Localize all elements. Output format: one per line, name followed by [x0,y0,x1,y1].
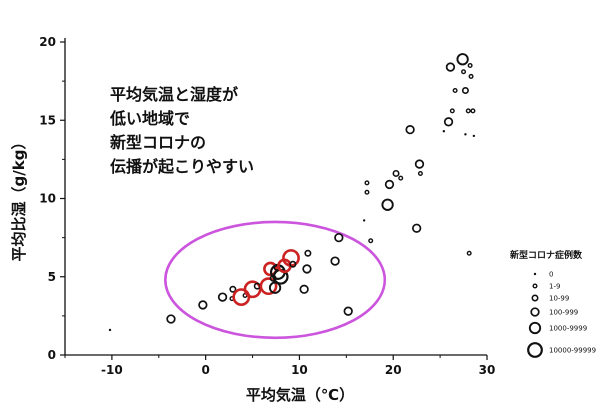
annotation-line: 新型コロナの [110,133,206,152]
y-tick-label: 20 [39,35,56,49]
data-point [229,285,237,293]
data-point [445,62,456,72]
legend-marker [533,272,537,276]
legend-layer: 新型コロナ症例数 0 1-9 10-99 100-999 1000-9999 10000-9… [510,249,596,358]
legend-title: 新型コロナ症例数 [510,249,583,261]
data-point [461,87,469,95]
legend-marker [530,307,540,317]
data-point [268,281,282,294]
x-tick-label: 20 [385,363,402,377]
annotation-line: 低い地域で [109,109,190,128]
annotation-line: 平均気温と湿度が [110,85,238,104]
data-point [467,62,473,68]
legend-marker [527,342,543,358]
data-point [456,53,469,66]
data-point [417,170,423,176]
highlight-ellipse [164,220,387,340]
data-point [464,133,467,136]
highlight-point [243,280,262,299]
data-point [381,198,394,211]
data-point [392,169,400,177]
data-point [466,250,472,256]
axes-layer: -10 0 10 20 30 0 5 10 15 20 [39,35,495,377]
data-point [299,284,309,294]
data-point [412,223,422,233]
data-point [166,314,176,324]
data-point [364,180,370,186]
data-point [414,159,425,169]
data-point [217,292,228,302]
data-point [405,124,415,135]
data-point [461,69,467,75]
data-point [364,189,370,195]
legend-label: 100-999 [549,309,578,317]
data-point [470,108,476,114]
x-tick-label: 0 [201,363,209,377]
data-point [398,175,404,181]
y-tick-label: 15 [39,113,56,127]
data-point [452,88,458,94]
data-point [304,249,312,257]
data-point [108,328,112,332]
data-point [449,108,455,114]
y-tick-label: 5 [48,270,56,284]
data-point [384,179,395,190]
x-tick-label: 10 [291,363,308,377]
y-tick-label: 10 [39,192,56,206]
data-point [198,300,208,310]
data-point [289,260,297,268]
points-layer [108,53,476,332]
data-point [302,264,312,274]
x-tick-label: 30 [479,363,496,377]
annotation-line: 伝播が起こりやすい [110,157,254,176]
data-point [465,108,471,114]
legend-label: 10-99 [549,295,569,303]
legend-marker [531,294,539,302]
y-axis-title: 平均比湿（g/kg） [10,135,28,262]
data-point [368,238,374,244]
legend-label: 0 [549,271,553,279]
data-point [468,73,474,79]
highlight-point [259,277,278,296]
x-tick-label: -10 [101,363,123,377]
legend-label: 10000-99999 [549,347,596,355]
legend-label: 1000-9999 [549,325,587,333]
legend-label: 1-9 [549,283,560,291]
data-point [330,256,340,266]
data-point [343,306,353,316]
data-point [443,117,454,127]
legend-marker [532,283,538,289]
legend-marker [528,321,542,335]
y-tick-label: 0 [48,348,56,362]
x-axis-title: 平均気温（℃） [246,386,354,404]
highlight-region-layer [164,220,387,340]
data-point [472,134,476,138]
data-point [442,130,446,133]
data-point [334,232,344,243]
data-point [362,219,366,222]
highlight-point [263,261,278,277]
